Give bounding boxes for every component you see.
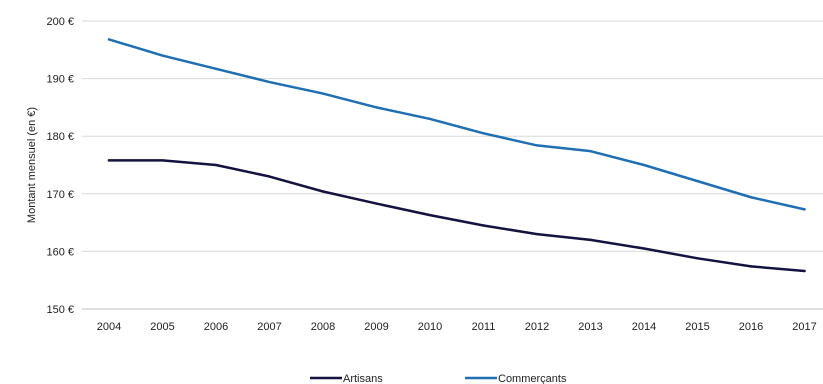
y-tick-label: 190 € [46, 74, 74, 86]
x-tick-label: 2015 [685, 321, 709, 333]
data-point-commer-ants [482, 132, 485, 135]
y-tick-label: 150 € [46, 304, 74, 316]
data-point-commer-ants [107, 38, 111, 41]
data-point-artisans [428, 213, 432, 217]
legend: Artisans Commerçants [310, 373, 567, 384]
y-tick-label: 170 € [46, 189, 74, 201]
x-tick-label: 2012 [525, 321, 549, 333]
data-point-commer-ants [589, 149, 592, 153]
series-line-commer-ants [107, 38, 806, 211]
data-point-commer-ants [749, 196, 753, 199]
series-line-artisans [107, 159, 806, 273]
data-point-artisans [161, 159, 164, 162]
data-point-commer-ants [803, 208, 806, 211]
data-point-commer-ants [214, 67, 218, 71]
series-lines [107, 38, 806, 273]
gridlines [82, 20, 823, 252]
y-tick-label: 180 € [46, 131, 74, 143]
legend-label-artisans: Artisans [343, 373, 383, 384]
x-tick-label: 2014 [632, 321, 656, 333]
data-point-artisans [535, 232, 539, 236]
data-point-artisans [321, 190, 325, 193]
data-point-artisans [696, 257, 699, 260]
data-point-commer-ants [535, 144, 539, 147]
x-tick-label: 2009 [364, 321, 388, 333]
data-point-artisans [589, 238, 592, 242]
y-axis-title: Montant mensuel (en €) [26, 107, 38, 223]
y-tick-label: 200 € [46, 16, 74, 28]
data-point-commer-ants [642, 163, 646, 167]
data-point-artisans [482, 224, 485, 227]
x-tick-label: 2016 [739, 321, 763, 333]
x-tick-label: 2005 [150, 321, 174, 333]
x-tick-label: 2008 [311, 321, 335, 333]
data-point-commer-ants [161, 54, 164, 57]
x-tick-label: 2011 [472, 321, 496, 333]
data-point-artisans [642, 247, 646, 250]
x-tick-label: 2006 [204, 321, 228, 333]
data-point-commer-ants [696, 179, 699, 183]
x-tick-label: 2010 [418, 321, 442, 333]
data-point-artisans [214, 163, 218, 167]
x-axis-ticks: 2004 2005 2006 2007 2008 2009 2010 2011 2012 2013… [97, 321, 817, 333]
x-tick-label: 2004 [97, 321, 121, 333]
x-tick-label: 2013 [578, 321, 602, 333]
data-point-commer-ants [375, 106, 378, 109]
data-point-artisans [268, 175, 271, 178]
y-tick-label: 160 € [46, 246, 74, 258]
data-point-artisans [375, 202, 378, 205]
legend-label-commer-ants: Commerçants [498, 373, 567, 384]
data-point-artisans [803, 269, 806, 273]
data-point-artisans [749, 265, 753, 268]
x-tick-label: 2007 [257, 321, 281, 333]
data-point-commer-ants [428, 117, 432, 121]
data-point-artisans [107, 159, 111, 162]
data-point-commer-ants [321, 92, 325, 95]
x-tick-label: 2017 [792, 321, 816, 333]
y-axis-ticks: 150 € 160 € 170 € 180 € 190 € 200 € [46, 16, 74, 316]
data-point-commer-ants [268, 80, 271, 84]
